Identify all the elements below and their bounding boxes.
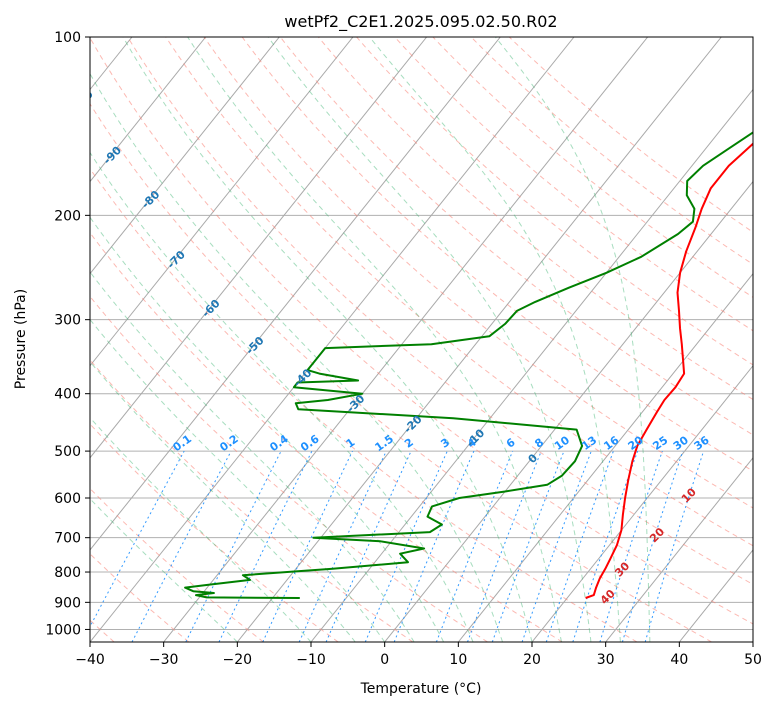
moist-adiabat-line: [90, 216, 445, 642]
y-axis-title: Pressure (hPa): [13, 289, 29, 389]
plot-frame: [89, 36, 754, 643]
moist-adiabat-line: [122, 37, 533, 642]
moist-adiabat-line: [368, 37, 621, 642]
x-tick-label: 30: [597, 652, 615, 668]
isotherm-line: [605, 457, 753, 642]
dry-adiabat-line: [470, 37, 753, 265]
dry-adiabat-line: [432, 37, 753, 298]
mixing-ratio-line: [218, 450, 313, 642]
moist-adiabat-line: [494, 37, 651, 642]
mixing-ratio-line: [599, 450, 663, 642]
moist-adiabat-line: [90, 318, 386, 642]
mixing-ratio-line: [545, 450, 614, 642]
mixing-ratio-line: [521, 450, 592, 642]
x-tick-label: 40: [670, 652, 688, 668]
y-tick-label: 400: [54, 387, 81, 403]
y-tick-label: 600: [54, 491, 81, 507]
isotherm-line: [90, 37, 280, 275]
mixing-ratio-line: [435, 450, 514, 642]
dry-adiabat-line: [90, 102, 712, 642]
x-tick-label: −30: [149, 652, 179, 668]
isotherm-line: [90, 37, 354, 367]
y-tick-label: 100: [54, 30, 81, 46]
isotherm-line: [163, 37, 649, 642]
y-tick-label: 300: [54, 313, 81, 329]
moist-adiabat-line: [90, 416, 312, 642]
axes: −40 −30 −20 −10 0 10 20 30 40 50 1000 900 800 700 600 5…: [45, 30, 762, 668]
moist-adiabat-line: [90, 360, 356, 642]
y-tick-label: 500: [54, 444, 81, 460]
isotherm-line: [236, 37, 722, 642]
moist-adiabat-line: [267, 37, 592, 642]
isotherm-line: [90, 37, 501, 551]
isotherm-line: [531, 364, 753, 642]
dry-adiabat-line: [90, 231, 563, 642]
mixing-ratio-line: [131, 450, 232, 642]
isotherm-line: [90, 37, 428, 459]
dry-adiabat-line: [90, 167, 638, 642]
mixing-ratio-line: [644, 450, 705, 642]
dry-adiabat-line: [241, 37, 753, 472]
dry-adiabat-line: [127, 37, 753, 585]
x-tick-label: −10: [296, 652, 326, 668]
isotherm-line: [90, 37, 575, 642]
moist-adiabat-line: [90, 271, 415, 642]
moist-adiabat-line: [90, 72, 503, 642]
dry-adiabat-line: [394, 37, 753, 332]
isotherm-line: [384, 180, 753, 642]
moist-adiabat-line: [90, 151, 474, 642]
dry-adiabat-line: [318, 37, 753, 401]
dry-adiabat-line: [508, 37, 753, 233]
y-tick-label: 200: [54, 208, 81, 224]
mixing-ratio-line: [185, 450, 282, 642]
mixing-ratio-line: [90, 450, 185, 628]
isotherm-line: [457, 272, 753, 642]
dry-adiabat-line: [279, 37, 753, 436]
x-tick-label: −40: [75, 652, 105, 668]
dry-adiabat-line: [165, 37, 753, 547]
mixing-ratio-line: [621, 450, 684, 642]
y-tick-label: 700: [54, 531, 81, 547]
chart-title: wetPf2_C2E1.2025.095.02.50.R02: [284, 12, 557, 32]
dry-adiabat-line: [90, 487, 264, 642]
dewpoint-profile-line: [184, 131, 753, 599]
x-tick-label: 20: [523, 652, 541, 668]
dry-adiabat-line: [90, 37, 753, 625]
x-tick-label: −20: [223, 652, 253, 668]
mixing-ratio-line: [491, 450, 565, 642]
mixing-ratio-line: [262, 450, 353, 642]
y-tick-label: 800: [54, 565, 81, 581]
isotherm-line: [90, 37, 207, 183]
moist-adiabat-line: [187, 37, 562, 642]
y-tick-label: 900: [54, 595, 81, 611]
y-tick-label: 1000: [45, 622, 81, 638]
dry-adiabat-line: [203, 37, 753, 509]
x-tick-label: 50: [744, 652, 762, 668]
mixing-ratio-line: [572, 450, 639, 642]
x-axis-title: Temperature (°C): [360, 681, 482, 697]
x-tick-label: 10: [449, 652, 467, 668]
x-tick-label: 0: [380, 652, 389, 668]
temperature-profile-line: [585, 142, 753, 599]
series-lines: [184, 131, 753, 599]
dry-adiabat-line: [90, 423, 339, 642]
background-lines: [90, 37, 753, 642]
dry-adiabat-line: [356, 37, 753, 366]
mixing-ratio-line: [467, 450, 542, 642]
